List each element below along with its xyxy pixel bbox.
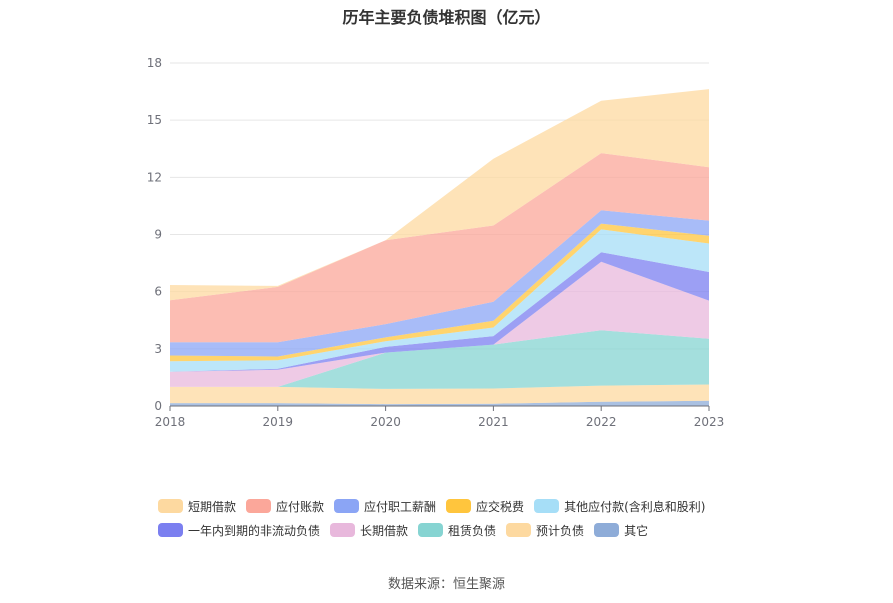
stacked-area-chart: 0 3 6 9 12 15 18 2018 2019 2020 2021 2022 2023 [147,56,725,429]
y-tick-label: 3 [154,342,162,356]
legend-swatch [246,499,272,513]
legend-label: 长期借款 [360,523,409,538]
x-tick-label: 2023 [694,415,725,429]
area-应交税费[interactable] [170,223,709,362]
area-应付职工薪酬[interactable] [170,210,709,357]
y-tick-label: 15 [147,113,162,127]
area-租赁负债[interactable] [170,330,709,389]
legend-swatch [446,499,472,513]
legend-item[interactable]: 其他应付款(含利息和股利) [534,498,705,515]
x-tick-label: 2021 [478,415,509,429]
area-预计负债[interactable] [170,384,709,405]
legend-label: 其它 [624,523,649,538]
legend-item[interactable]: 应交税费 [446,498,524,515]
legend-item[interactable]: 其它 [594,522,648,539]
legend-item[interactable]: 长期借款 [330,522,408,539]
legend-label: 应付职工薪酬 [364,499,437,514]
legend-label: 预计负债 [536,523,585,538]
y-tick-label: 6 [154,285,162,299]
legend-label: 短期借款 [188,499,237,514]
legend-item[interactable]: 短期借款 [158,498,236,515]
legend-swatch [330,523,356,537]
y-tick-label: 18 [147,56,162,70]
legend-item[interactable]: 应付职工薪酬 [334,498,436,515]
legend-label: 应交税费 [476,499,525,514]
legend-swatch [158,523,183,537]
y-tick-label: 9 [154,228,162,242]
area-应付账款[interactable] [170,153,709,343]
y-tick-label: 0 [154,399,162,413]
legend-swatch [506,523,532,537]
x-tick-label: 2018 [155,415,186,429]
chart-title: 历年主要负债堆积图（亿元） [342,8,551,27]
x-tick-label: 2020 [370,415,401,429]
legend-row: 一年内到期的非流动负债 长期借款 租赁负债 预计负债 其它 [158,518,778,542]
legend-item[interactable]: 租赁负债 [418,522,496,539]
legend-label: 其他应付款(含利息和股利) [564,499,706,514]
area-短期借款[interactable] [170,89,709,301]
axes: 0 3 6 9 12 15 18 2018 2019 2020 2021 2022 2023 [147,56,725,429]
y-tick-label: 12 [147,170,162,184]
legend-swatch [158,499,183,513]
x-tick-label: 2019 [263,415,294,429]
legend-swatch [594,523,620,537]
legend-swatch [418,523,444,537]
legend-label: 一年内到期的非流动负债 [188,523,321,538]
legend-swatch [534,499,560,513]
x-tick-label: 2022 [586,415,617,429]
legend-item[interactable]: 一年内到期的非流动负债 [158,522,320,539]
area-长期借款[interactable] [170,261,709,387]
area-其它[interactable] [170,400,709,406]
area-一年内到期的非流动负债[interactable] [170,252,709,372]
legend-label: 应付账款 [276,499,325,514]
legend-item[interactable]: 预计负债 [506,522,584,539]
legend: 短期借款 应付账款 应付职工薪酬 应交税费 其他应付款(含利息和股利) 一年内到期的非流… [158,494,778,542]
legend-label: 租赁负债 [448,523,497,538]
area-series [170,89,709,406]
source-note: 数据来源：恒生聚源 [387,577,505,592]
legend-item[interactable]: 应付账款 [246,498,324,515]
legend-swatch [334,499,360,513]
area-其他应付款(含利息和股利)[interactable] [170,229,709,372]
legend-row: 短期借款 应付账款 应付职工薪酬 应交税费 其他应付款(含利息和股利) [158,494,778,518]
